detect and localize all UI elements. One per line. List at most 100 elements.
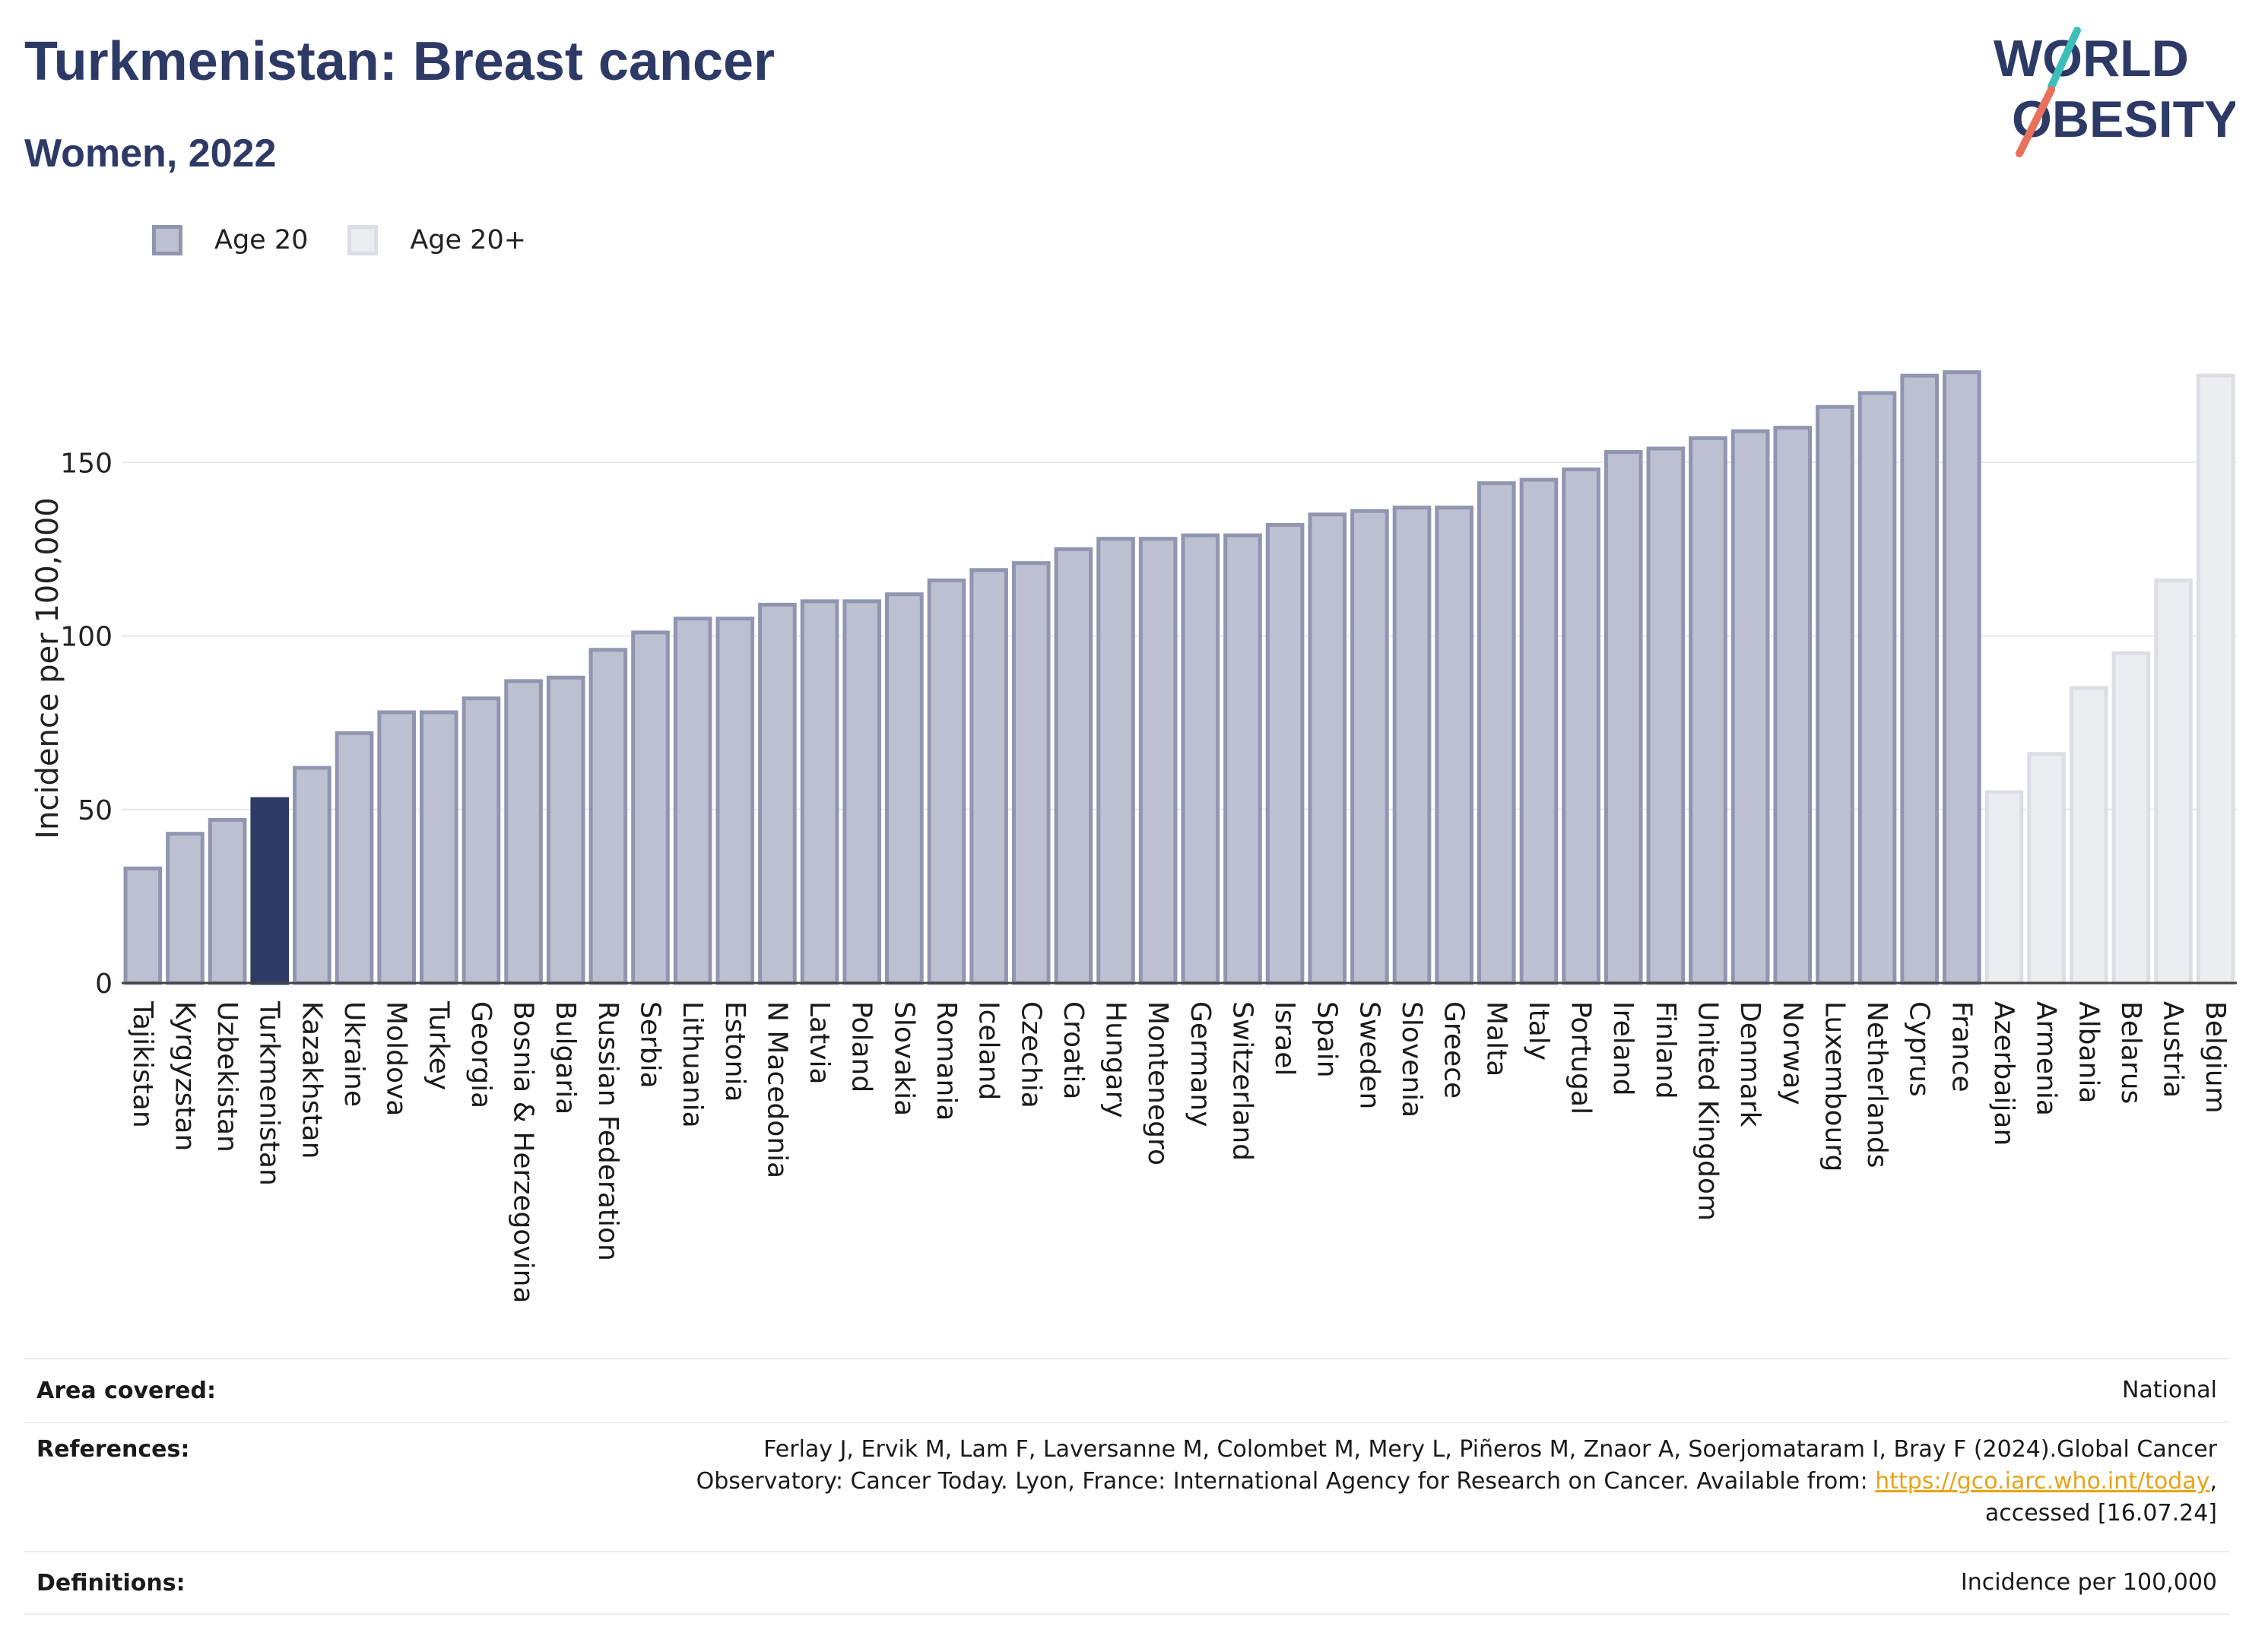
bar-italy xyxy=(1519,477,1559,985)
x-tick-label: Slovakia xyxy=(888,1001,919,1116)
bar-slovakia xyxy=(885,592,924,985)
x-tick-label: Iceland xyxy=(973,1001,1004,1100)
x-tick-label: Bulgaria xyxy=(550,1001,581,1115)
x-tick-label: Slovenia xyxy=(1396,1001,1427,1118)
references-line-2-end: , xyxy=(2209,1468,2217,1495)
x-tick-label: Ukraine xyxy=(338,1001,370,1107)
definitions-label: Definitions: xyxy=(36,1569,186,1597)
bar-ireland xyxy=(1603,450,1643,985)
bar-armenia xyxy=(2027,752,2066,985)
x-tick-label: N Macedonia xyxy=(761,1001,792,1178)
bar-russian-federation xyxy=(588,648,628,985)
legend-label-age20plus: Age 20+ xyxy=(410,225,527,255)
x-tick-label: Russian Federation xyxy=(592,1001,623,1261)
legend-item-age20plus[interactable]: Age 20+ xyxy=(347,225,526,255)
references-link[interactable]: https://gco.iarc.who.int/today xyxy=(1875,1468,2210,1495)
area-covered-label: Area covered: xyxy=(36,1377,216,1404)
bar-bulgaria xyxy=(546,675,585,985)
bar-belgium xyxy=(2196,373,2235,985)
x-tick-label: Belgium xyxy=(2200,1001,2231,1114)
bar-latvia xyxy=(800,599,839,985)
x-tick-label: Georgia xyxy=(465,1001,496,1108)
area-covered-value: National xyxy=(2121,1377,2217,1403)
x-tick-label: Turkey xyxy=(423,1000,454,1090)
bar-ukraine xyxy=(335,731,374,985)
bar-malta xyxy=(1477,481,1516,985)
x-tick-label: Portugal xyxy=(1565,1001,1597,1115)
references-line-2-text: Observatory: Cancer Today. Lyon, France:… xyxy=(696,1468,1876,1495)
x-tick-label: Italy xyxy=(1523,1001,1554,1061)
bar-cyprus xyxy=(1900,373,1940,985)
bar-czechia xyxy=(1011,561,1051,985)
bar-romania xyxy=(927,578,966,985)
x-tick-label: Malta xyxy=(1480,1001,1511,1076)
bar-switzerland xyxy=(1223,533,1262,985)
bar-israel xyxy=(1265,522,1305,985)
bar-georgia xyxy=(462,696,501,985)
bar-spain xyxy=(1308,512,1347,985)
y-tick-label: 0 xyxy=(95,969,113,1000)
x-tick-label: United Kingdom xyxy=(1692,1001,1724,1221)
bar-croatia xyxy=(1054,547,1093,985)
footer-row-references: References: Ferlay J, Ervik M, Lam F, La… xyxy=(24,1422,2229,1551)
x-tick-label: Bosnia & Herzegovina xyxy=(508,1001,539,1303)
x-tick-label: Cyprus xyxy=(1904,1001,1935,1097)
bar-iceland xyxy=(969,568,1008,985)
x-tick-label: Germany xyxy=(1185,1001,1216,1127)
bar-kyrgyzstan xyxy=(166,832,205,985)
page-title: Turkmenistan: Breast cancer xyxy=(24,31,776,92)
legend-item-age20[interactable]: Age 20 xyxy=(152,225,308,255)
definitions-value: Incidence per 100,000 xyxy=(1960,1569,2217,1596)
x-tick-label: Denmark xyxy=(1734,1001,1765,1127)
x-tick-label: Sweden xyxy=(1353,1001,1385,1109)
logo-text-world: WORLD xyxy=(1994,30,2189,87)
bar-slovenia xyxy=(1392,506,1432,985)
logo-teal-stroke xyxy=(2048,27,2081,90)
footer-row-area: Area covered: National xyxy=(24,1358,2229,1422)
y-tick-label: 50 xyxy=(78,795,113,826)
bar-chart: 0 50 100 150 Incidence per 100,000 Tajikistan… xyxy=(30,370,2237,1303)
x-tick-label: Kazakhstan xyxy=(296,1001,327,1159)
x-tick-label: Luxembourg xyxy=(1819,1001,1850,1172)
bar-bosnia-herzegovina xyxy=(504,679,543,985)
bar-montenegro xyxy=(1138,537,1178,985)
bar-france xyxy=(1943,370,1981,985)
x-tick-label: Serbia xyxy=(635,1001,666,1089)
bar-estonia xyxy=(715,617,755,985)
bar-finland xyxy=(1646,446,1686,985)
references-value: Ferlay J, Ervik M, Lam F, Laversanne M, … xyxy=(696,1434,2229,1530)
x-tick-label: Norway xyxy=(1777,1001,1808,1105)
bar-uzbekistan xyxy=(208,817,247,985)
legend-swatch-age20 xyxy=(152,225,182,255)
logo-coral-stroke xyxy=(2016,86,2055,157)
x-tick-label: Ireland xyxy=(1607,1001,1638,1096)
bar-n-macedonia xyxy=(758,602,797,985)
x-tick-label: France xyxy=(1946,1001,1977,1092)
x-tick-label: Kyrgyzstan xyxy=(169,1001,200,1151)
x-tick-label: Spain xyxy=(1312,1001,1343,1078)
bar-germany xyxy=(1181,533,1220,985)
x-tick-label: Austria xyxy=(2158,1001,2189,1098)
x-tick-label: Romania xyxy=(931,1001,962,1121)
y-tick-label: 100 xyxy=(60,622,113,653)
x-tick-label: Montenegro xyxy=(1142,1001,1173,1165)
chart-legend: Age 20 Age 20+ xyxy=(152,225,566,255)
x-tick-label: Finland xyxy=(1650,1001,1681,1099)
page-subtitle: Women, 2022 xyxy=(24,132,277,176)
bar-belarus xyxy=(2111,651,2151,985)
bar-serbia xyxy=(631,630,670,985)
bar-moldova xyxy=(377,710,416,985)
x-tick-label: Switzerland xyxy=(1226,1001,1258,1161)
x-tick-label: Belarus xyxy=(2115,1001,2146,1104)
chart-footer: Area covered: National References: Ferla… xyxy=(24,1358,2229,1615)
references-label: References: xyxy=(36,1436,190,1463)
bar-portugal xyxy=(1562,467,1600,985)
x-tick-label: Greece xyxy=(1439,1001,1470,1099)
bar-luxembourg xyxy=(1816,404,1854,985)
x-tick-label: Uzbekistan xyxy=(211,1001,243,1153)
y-axis-label: Incidence per 100,000 xyxy=(30,497,65,839)
x-tick-label: Israel xyxy=(1269,1001,1300,1076)
legend-swatch-age20plus xyxy=(347,225,379,255)
references-line-3: accessed [16.07.24] xyxy=(1984,1500,2217,1527)
bar-turkmenistan xyxy=(250,797,290,985)
